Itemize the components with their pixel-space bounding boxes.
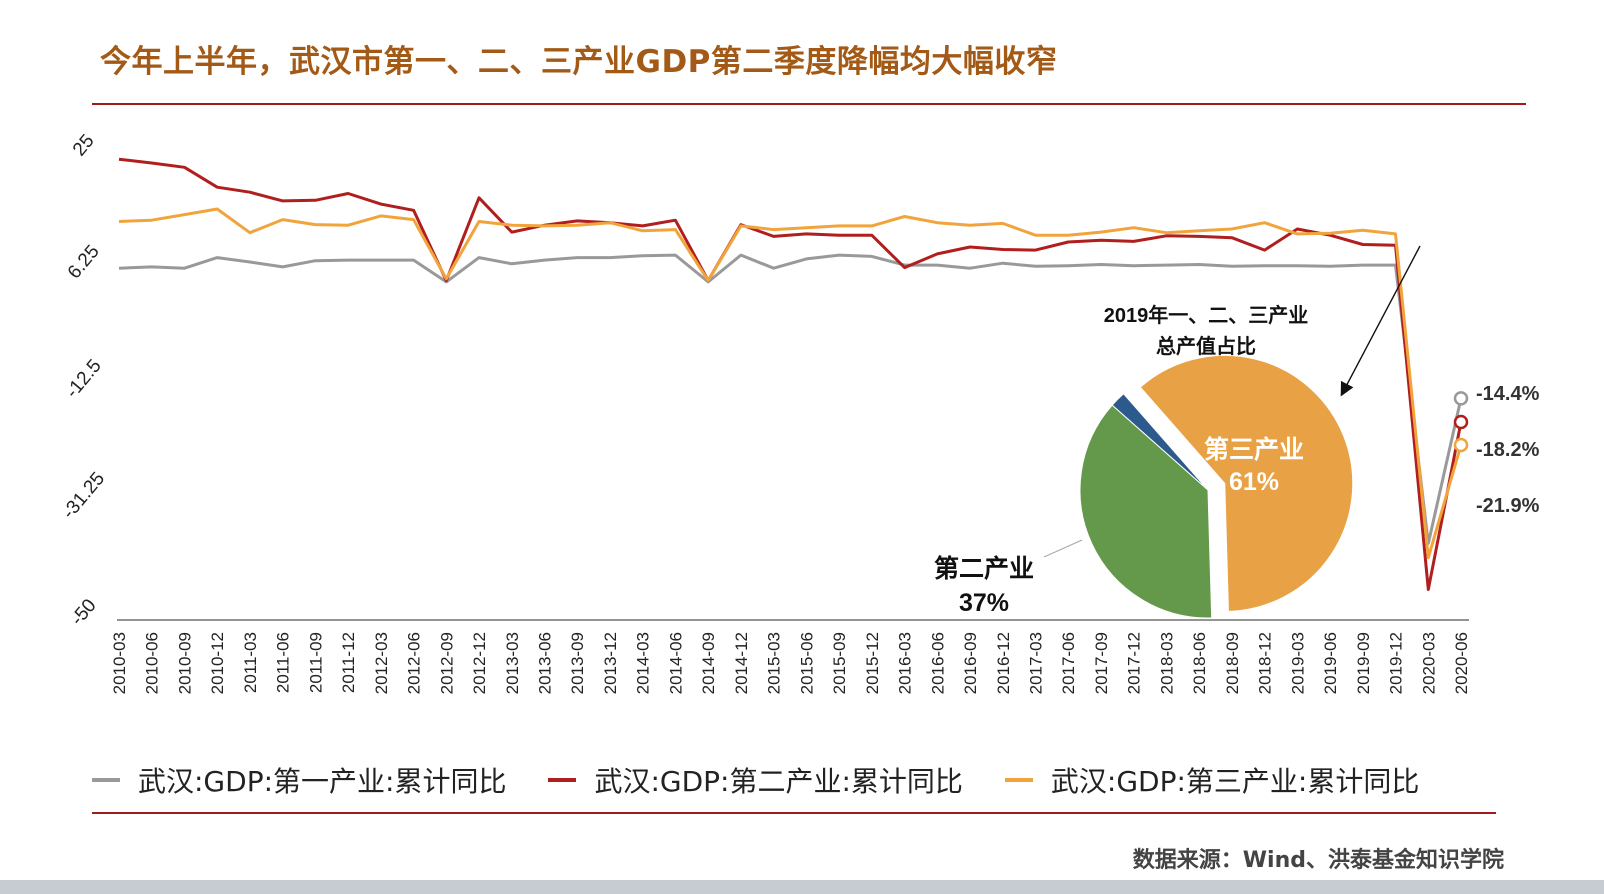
pie-slice-1 (1079, 404, 1213, 619)
pie-title-line-1: 2019年一、二、三产业 (1104, 303, 1309, 327)
y-axis-ticks: 25 6.25 -12.5 -31.25 -50 (58, 131, 109, 630)
x-tick-label: 2019-12 (1387, 632, 1406, 694)
legend-item-secondary[interactable]: 武汉:GDP:第二产业:累计同比 (548, 760, 963, 800)
legend-swatch-primary (92, 778, 120, 782)
x-tick-label: 2011-09 (306, 632, 325, 693)
series-line-2 (118, 207, 1463, 560)
series-lines (118, 157, 1463, 591)
x-tick-label: 2018-12 (1256, 632, 1275, 694)
x-tick-label: 2010-09 (175, 632, 194, 694)
end-markers (1453, 391, 1469, 453)
x-tick-label: 2011-12 (339, 632, 358, 693)
page-title: 今年上半年，武汉市第一、二、三产业GDP第二季度降幅均大幅收窄 (100, 44, 1058, 80)
x-tick-label: 2014-06 (666, 632, 685, 694)
x-tick-label: 2014-12 (732, 632, 751, 694)
legend: 武汉:GDP:第一产业:累计同比 武汉:GDP:第二产业:累计同比 武汉:GDP… (92, 760, 1512, 800)
x-tick-label: 2016-06 (928, 632, 947, 694)
pie-label-third: 第三产业 (1204, 435, 1304, 464)
x-tick-label: 2017-03 (1026, 632, 1045, 694)
annotation-arrow (1340, 245, 1421, 397)
end-value-labels: -14.4% -18.2% -21.9% (1476, 383, 1540, 517)
x-tick-label: 2010-03 (110, 632, 129, 694)
x-tick-label: 2010-06 (143, 632, 162, 694)
x-tick-label: 2012-06 (405, 632, 424, 694)
series-line-1 (118, 157, 1463, 591)
x-tick-label: 2017-09 (1092, 632, 1111, 694)
x-tick-label: 2018-06 (1190, 632, 1209, 694)
legend-label-primary: 武汉:GDP:第一产业:累计同比 (138, 765, 507, 798)
legend-label-tertiary: 武汉:GDP:第三产业:累计同比 (1050, 765, 1420, 798)
pie-title-line-2: 总产值占比 (1156, 334, 1256, 358)
y-tick-label: 25 (69, 131, 99, 161)
x-axis-ticks: 2010-03 2010-06 2010-09 2010-12 2011-03 2011-… (110, 632, 1471, 694)
pie-slice-0 (1139, 354, 1354, 612)
pie-slice-2 (1111, 393, 1209, 491)
footer-bar (0, 880, 1604, 894)
title-divider (92, 103, 1526, 105)
series-line-0 (118, 253, 1463, 545)
x-tick-label: 2013-03 (503, 632, 522, 694)
x-tick-label: 2011-03 (241, 632, 260, 693)
x-tick-label: 2015-09 (830, 632, 849, 694)
end-value-label: -18.2% (1476, 439, 1540, 461)
x-tick-label: 2013-09 (568, 632, 587, 694)
x-tick-label: 2016-09 (961, 632, 980, 694)
x-tick-label: 2012-09 (437, 632, 456, 694)
x-tick-label: 2014-09 (699, 632, 718, 694)
x-tick-label: 2018-03 (1157, 632, 1176, 694)
x-tick-label: 2013-12 (601, 632, 620, 694)
x-tick-label: 2013-06 (536, 632, 555, 694)
y-tick-label: 6.25 (64, 241, 104, 283)
end-marker-1 (1453, 414, 1469, 430)
legend-swatch-secondary (548, 778, 577, 782)
legend-divider (92, 812, 1496, 814)
legend-item-primary[interactable]: 武汉:GDP:第一产业:累计同比 (92, 760, 506, 800)
x-tick-label: 2018-09 (1223, 632, 1242, 694)
x-tick-label: 2016-12 (994, 632, 1013, 694)
y-tick-label: -50 (67, 595, 101, 630)
x-tick-label: 2020-06 (1452, 632, 1471, 694)
pie-value-third: 61% (1229, 468, 1279, 496)
x-tick-label: 2012-12 (470, 632, 489, 694)
x-tick-label: 2010-12 (208, 632, 227, 694)
end-marker-0 (1453, 391, 1469, 406)
pie-value-second: 37% (959, 589, 1009, 617)
x-tick-label: 2012-03 (372, 632, 391, 694)
end-marker-2 (1453, 437, 1469, 453)
x-tick-label: 2015-03 (765, 632, 784, 694)
x-tick-label: 2015-12 (863, 632, 882, 694)
x-tick-label: 2019-06 (1321, 632, 1340, 694)
x-tick-label: 2017-06 (1059, 632, 1078, 694)
pie-leader-line (1043, 539, 1083, 558)
x-tick-label: 2017-12 (1125, 632, 1144, 694)
source-note: 数据来源：Wind、洪泰基金知识学院 (1132, 848, 1504, 873)
y-tick-label: -12.5 (62, 356, 106, 403)
end-value-label: -21.9% (1476, 495, 1540, 517)
legend-item-tertiary[interactable]: 武汉:GDP:第三产业:累计同比 (1004, 760, 1420, 800)
end-value-label: -14.4% (1476, 383, 1540, 405)
x-tick-label: 2014-03 (634, 632, 653, 694)
x-tick-label: 2011-06 (274, 632, 293, 693)
pie-chart (1079, 354, 1354, 619)
y-tick-label: -31.25 (58, 468, 109, 523)
legend-swatch-tertiary (1004, 778, 1033, 782)
x-tick-label: 2020-03 (1419, 632, 1438, 694)
x-tick-label: 2015-06 (797, 632, 816, 694)
pie-label-second: 第二产业 (934, 554, 1034, 583)
x-tick-label: 2019-09 (1354, 632, 1373, 694)
x-tick-label: 2016-03 (896, 632, 915, 694)
x-tick-label: 2019-03 (1288, 632, 1307, 694)
legend-label-secondary: 武汉:GDP:第二产业:累计同比 (594, 765, 963, 798)
